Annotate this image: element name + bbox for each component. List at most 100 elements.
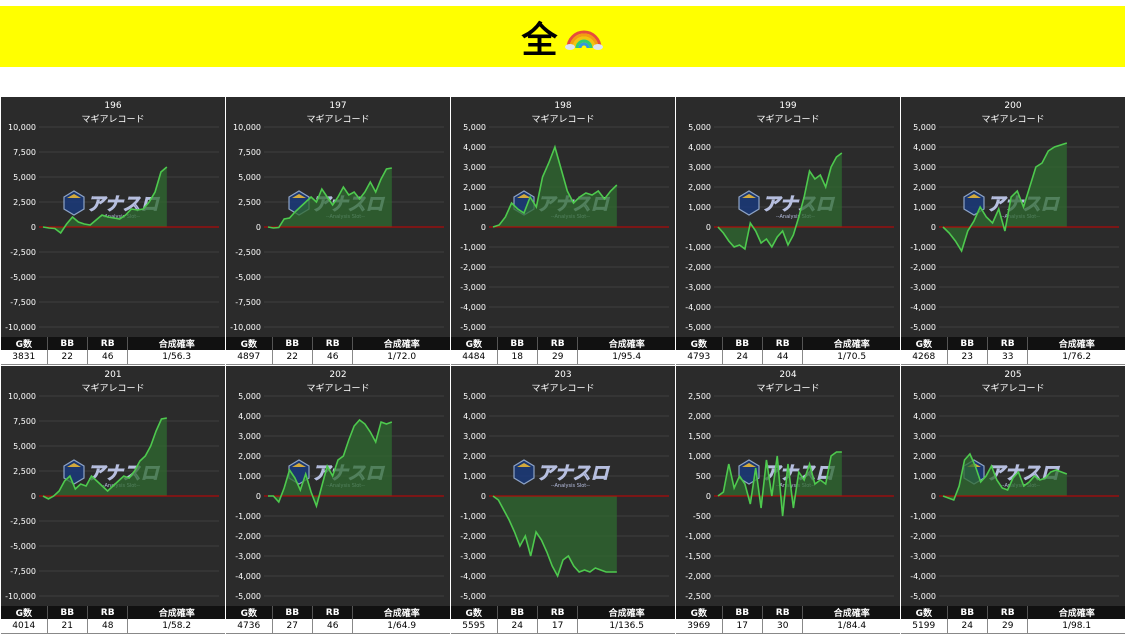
- y-tick-label: -1,500: [685, 552, 711, 561]
- y-tick-label: 0: [256, 223, 261, 232]
- y-tick-label: -10,000: [230, 323, 261, 332]
- y-tick-label: 3,000: [913, 163, 936, 172]
- stats-header-row: G数 BB RB 合成確率: [226, 337, 450, 350]
- y-tick-label: 5,000: [688, 123, 711, 132]
- y-tick-label: 7,500: [238, 148, 261, 157]
- rb-value: 46: [312, 619, 354, 634]
- y-tick-label: -3,000: [910, 552, 936, 561]
- y-tick-label: -5,000: [10, 542, 36, 551]
- header-rb: RB: [537, 337, 579, 350]
- games-value: 4014: [1, 619, 48, 634]
- games-value: 5595: [451, 619, 498, 634]
- machine-panel: 10,000 7,500 5,000 2,500 0 -2,500 -5,000 -7,500…: [226, 97, 450, 365]
- machine-number: 202: [329, 370, 347, 380]
- header-rb: RB: [762, 337, 804, 350]
- y-tick-label: -2,500: [10, 517, 36, 526]
- header-rate: 合成確率: [352, 606, 450, 619]
- header-games: G数: [901, 606, 948, 619]
- rb-value: 29: [537, 350, 579, 365]
- header-rate: 合成確率: [1027, 606, 1125, 619]
- y-tick-label: 0: [931, 492, 936, 501]
- y-tick-label: -2,000: [910, 532, 936, 541]
- stats-header-row: G数 BB RB 合成確率: [901, 337, 1125, 350]
- y-tick-label: 1,000: [913, 472, 936, 481]
- y-tick-label: 2,500: [13, 198, 36, 207]
- machine-number: 200: [1004, 101, 1022, 111]
- watermark-subtext: --Analysis Slot--: [776, 483, 815, 489]
- games-value: 3969: [676, 619, 723, 634]
- header-bb: BB: [272, 606, 313, 619]
- rate-value: 1/98.1: [1027, 619, 1125, 634]
- rb-value: 17: [537, 619, 579, 634]
- rate-value: 1/136.5: [577, 619, 675, 634]
- header-rb: RB: [987, 337, 1029, 350]
- machine-name: マギアレコード: [981, 384, 1045, 394]
- rb-value: 44: [762, 350, 804, 365]
- y-tick-label: 7,500: [13, 148, 36, 157]
- machine-name: マギアレコード: [81, 115, 145, 125]
- profit-line: [717, 451, 842, 517]
- stats-value-row: 5199 24 29 1/98.1: [901, 619, 1125, 634]
- y-tick-label: 0: [481, 492, 486, 501]
- y-tick-label: 5,000: [913, 123, 936, 132]
- header-games: G数: [226, 606, 273, 619]
- rb-value: 29: [987, 619, 1029, 634]
- profit-chart: 10,000 7,500 5,000 2,500 0 -2,500 -5,000 -7,500…: [230, 123, 444, 332]
- y-tick-label: 1,000: [238, 472, 261, 481]
- header-games: G数: [676, 337, 723, 350]
- profit-line: [492, 495, 617, 579]
- y-tick-label: -2,000: [235, 532, 261, 541]
- machine-name: マギアレコード: [531, 115, 595, 125]
- y-tick-label: -2,500: [685, 592, 711, 601]
- profit-chart: 5,000 4,000 3,000 2,000 1,000 0 -1,000 -2,000 -3…: [685, 123, 894, 332]
- y-tick-label: 4,000: [913, 143, 936, 152]
- header-rate: 合成確率: [577, 337, 675, 350]
- machine-panel: 10,000 7,500 5,000 2,500 0 -2,500 -5,000 -7,500…: [1, 97, 225, 365]
- y-tick-label: 1,000: [463, 472, 486, 481]
- stats-table: G数 BB RB 合成確率 5595 24 17 1/136.5: [451, 606, 675, 634]
- y-tick-label: -2,000: [910, 263, 936, 272]
- bb-value: 24: [947, 619, 988, 634]
- machine-panel: 5,000 4,000 3,000 2,000 1,000 0 -1,000 -2,000 -3…: [226, 366, 450, 634]
- profit-line: [942, 452, 1068, 502]
- header-games: G数: [451, 606, 498, 619]
- profit-line: [717, 152, 843, 251]
- y-tick-label: 2,000: [463, 452, 486, 461]
- profit-area: [43, 418, 167, 499]
- header-bb: BB: [947, 606, 988, 619]
- y-tick-label: 2,000: [913, 183, 936, 192]
- y-tick-label: 0: [481, 223, 486, 232]
- stats-table: G数 BB RB 合成確率 4897 22 46 1/72.0: [226, 337, 450, 365]
- games-value: 4268: [901, 350, 948, 365]
- y-tick-label: 10,000: [233, 123, 261, 132]
- header-games: G数: [1, 337, 48, 350]
- profit-line: [268, 418, 393, 509]
- y-tick-label: 4,000: [913, 412, 936, 421]
- stats-value-row: 4793 24 44 1/70.5: [676, 350, 900, 365]
- header-rate: 合成確率: [127, 606, 225, 619]
- bb-value: 21: [47, 619, 88, 634]
- machine-panel: 5,000 4,000 3,000 2,000 1,000 0 -1,000 -2,000 -3…: [901, 97, 1125, 365]
- y-tick-label: 3,000: [913, 432, 936, 441]
- stats-table: G数 BB RB 合成確率 3969 17 30 1/84.4: [676, 606, 900, 634]
- machine-number: 201: [104, 370, 122, 380]
- machine-panel: 2,500 2,000 1,500 1,000 500 0 -500 -1,000 -1,500…: [676, 366, 900, 634]
- y-tick-label: -2,000: [685, 263, 711, 272]
- y-tick-label: -5,000: [910, 323, 936, 332]
- y-tick-label: 3,000: [688, 163, 711, 172]
- stats-header-row: G数 BB RB 合成確率: [901, 606, 1125, 619]
- stats-value-row: 4484 18 29 1/95.4: [451, 350, 675, 365]
- y-tick-label: -3,000: [910, 283, 936, 292]
- y-tick-label: 2,000: [913, 452, 936, 461]
- y-tick-label: 2,000: [463, 183, 486, 192]
- header-games: G数: [226, 337, 273, 350]
- y-tick-label: -4,000: [910, 303, 936, 312]
- machine-number: 204: [779, 370, 797, 380]
- y-tick-label: 0: [931, 223, 936, 232]
- header-rb: RB: [987, 606, 1029, 619]
- machine-number: 203: [554, 370, 572, 380]
- rb-value: 46: [87, 350, 129, 365]
- y-tick-label: 4,000: [238, 412, 261, 421]
- stats-table: G数 BB RB 合成確率 4793 24 44 1/70.5: [676, 337, 900, 365]
- y-tick-label: 5,000: [238, 173, 261, 182]
